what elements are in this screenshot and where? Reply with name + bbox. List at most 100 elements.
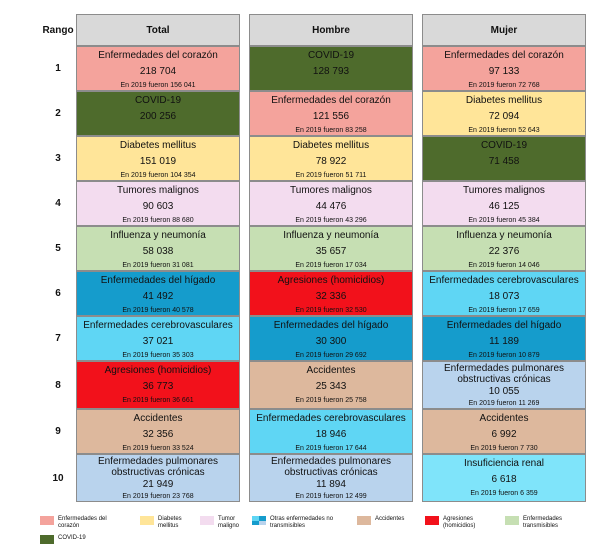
cause-cell-hombre: Enfermedades del hígado 30 300 En 2019 fue… [249,316,413,361]
cause-label: Insuficiencia renal [463,458,545,469]
death-count: 32 356 [142,429,174,440]
death-count: 6 992 [491,429,517,440]
legend-item: Accidentes [357,516,425,525]
cause-cell-total: COVID-19 200 256 [76,91,240,136]
cause-cell-total: Tumores malignos 90 603 En 2019 fueron 88 … [76,181,240,226]
cause-label: Accidentes [306,365,356,376]
cause-label: Enfermedades del hígado [446,320,562,331]
cause-label: COVID-19 [480,140,528,151]
table-row: 9 Accidentes 32 356 En 2019 fueron 33 524 En… [40,409,586,454]
cause-cell-mujer: Enfermedades pulmonares obstructivas cró… [422,361,586,409]
previous-year-note: En 2019 fueron 35 303 [122,352,194,359]
cause-label: Diabetes mellitus [119,140,197,151]
cause-label: Accidentes [479,413,529,424]
previous-year-note: En 2019 fueron 25 758 [295,397,367,404]
cause-label: Diabetes mellitus [292,140,370,151]
rank-number: 4 [55,198,61,209]
death-count: 78 922 [315,156,347,167]
previous-year-note: En 2019 fueron 7 730 [470,445,538,452]
legend-item: Diabetes mellitus [140,516,198,530]
previous-year-note: En 2019 fueron 6 359 [470,490,538,497]
cause-cell-total: Diabetes mellitus 151 019 En 2019 fueron 1… [76,136,240,181]
cause-cell-hombre: Tumores malignos 44 476 En 2019 fueron 43 … [249,181,413,226]
table-row: 1 Enfermedades del corazón 218 704 En 2019 … [40,46,586,91]
cause-cell-mujer: Influenza y neumonía 22 376 En 2019 fueron… [422,226,586,271]
previous-year-note: En 2019 fueron 12 499 [295,493,367,500]
cause-cell-total: Accidentes 32 356 En 2019 fueron 33 524 [76,409,240,454]
legend-label: Accidentes [375,516,405,522]
cause-cell-mujer: Insuficiencia renal 6 618 En 2019 fueron 6… [422,454,586,502]
death-count: 21 949 [142,479,174,490]
cause-label: Diabetes mellitus [465,95,543,106]
cause-cell-mujer: COVID-19 71 458 [422,136,586,181]
legend-swatch [40,516,54,525]
cause-cell-mujer: Diabetes mellitus 72 094 En 2019 fueron 52… [422,91,586,136]
legend-swatch [425,516,439,525]
cause-cell-total: Enfermedades del corazón 218 704 En 2019 f… [76,46,240,91]
cause-label: Tumores malignos [290,185,372,196]
cause-cell-mujer: Tumores malignos 46 125 En 2019 fueron 45 … [422,181,586,226]
previous-year-note: En 2019 fueron 36 661 [122,397,194,404]
legend-swatch [140,516,154,525]
legend-label: Enfermedades del corazón [58,516,107,529]
cause-label: Enfermedades cerebrovasculares [83,320,233,331]
previous-year-note: En 2019 fueron 45 384 [468,217,540,224]
cause-cell-hombre: Agresiones (homicidios) 32 336 En 2019 fue… [249,271,413,316]
previous-year-note: En 2019 fueron 31 081 [122,262,194,269]
cause-cell-mujer: Accidentes 6 992 En 2019 fueron 7 730 [422,409,586,454]
cause-label: Enfermedades cerebrovasculares [256,413,406,424]
previous-year-note: En 2019 fueron 11 269 [468,400,540,407]
cause-cell-hombre: Enfermedades del corazón 121 556 En 2019 f… [249,91,413,136]
death-count: 90 603 [142,201,174,212]
table-row: 2 COVID-19 200 256 Enfermedades del corazón… [40,91,586,136]
cause-label: Enfermedades pulmonares obstructivas cró… [270,456,392,478]
previous-year-note: En 2019 fueron 51 711 [295,172,367,179]
cause-cell-total: Enfermedades cerebrovasculares 37 021 En 2… [76,316,240,361]
previous-year-note: En 2019 fueron 14 046 [468,262,540,269]
death-count: 36 773 [142,381,174,392]
ranking-rows: 1 Enfermedades del corazón 218 704 En 2019 … [40,46,586,502]
death-count: 71 458 [488,156,520,167]
previous-year-note: En 2019 fueron 32 530 [295,307,367,314]
cause-cell-mujer: Enfermedades del hígado 11 189 En 2019 fue… [422,316,586,361]
rank-number: 8 [55,379,61,391]
death-count: 18 946 [315,429,347,440]
legend-item: Otras enfermedades no transmisibles [252,516,350,530]
rank-number: 1 [55,63,61,74]
cause-label: Enfermedades pulmonares obstructivas cró… [443,363,565,385]
legend-label: Diabetes mellitus [158,516,182,529]
cause-label: Agresiones (homicidios) [277,275,385,286]
previous-year-note: En 2019 fueron 17 644 [295,445,367,452]
death-count: 44 476 [315,201,347,212]
death-count: 11 189 [489,336,519,347]
rank-number: 2 [55,108,61,119]
rank-number: 10 [52,472,64,484]
rank-number: 3 [55,153,61,164]
table-row: 7 Enfermedades cerebrovasculares 37 021 En … [40,316,586,361]
rank-number: 9 [55,426,61,437]
legend-item: COVID-19 [40,535,118,544]
death-count: 18 073 [488,291,520,302]
table-row: 8 Agresiones (homicidios) 36 773 En 2019 fu… [40,361,586,409]
previous-year-note: En 2019 fueron 88 680 [122,217,194,224]
legend: Enfermedades del corazón Diabetes mellitu… [40,516,562,548]
death-count: 58 038 [142,246,174,257]
table-row: 3 Diabetes mellitus 151 019 En 2019 fueron … [40,136,586,181]
rank-number: 7 [55,333,61,344]
cause-cell-total: Agresiones (homicidios) 36 773 En 2019 fue… [76,361,240,409]
cause-cell-mujer: Enfermedades del corazón 97 133 En 2019 fu… [422,46,586,91]
death-count: 37 021 [142,336,174,347]
cause-cell-hombre: Influenza y neumonía 35 657 En 2019 fueron… [249,226,413,271]
cause-cell-total: Influenza y neumonía 58 038 En 2019 fueron… [76,226,240,271]
cause-label: Enfermedades pulmonares obstructivas cró… [97,456,219,478]
legend-swatch [200,516,214,525]
legend-swatch [252,516,266,525]
previous-year-note: En 2019 fueron 52 643 [468,127,540,134]
previous-year-note: En 2019 fueron 40 578 [122,307,194,314]
death-count: 46 125 [488,201,520,212]
legend-label: Tumor maligno [218,516,240,529]
legend-swatch [40,535,54,544]
previous-year-note: En 2019 fueron 156 041 [120,82,196,89]
death-count: 6 618 [491,474,517,485]
legend-label: Otras enfermedades no transmisibles [270,516,334,529]
